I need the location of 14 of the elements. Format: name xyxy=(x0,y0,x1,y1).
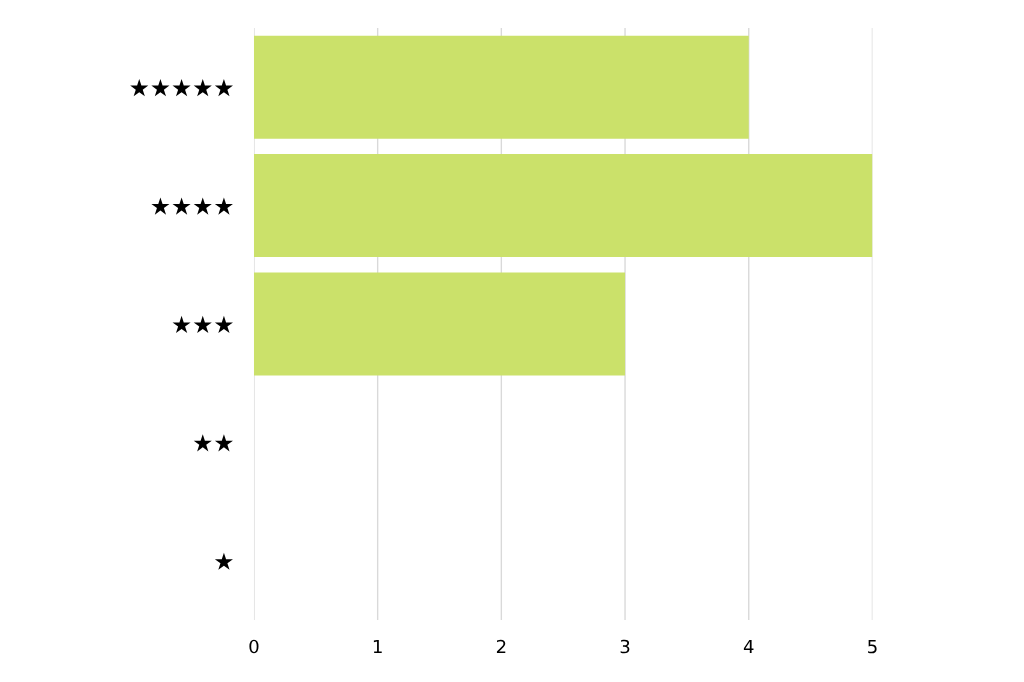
bar xyxy=(253,272,626,376)
y-tick-label: ★★★ xyxy=(172,315,233,334)
y-tick-label: ★★★★★ xyxy=(130,79,233,97)
y-tick-label: ★ xyxy=(214,552,233,570)
bar xyxy=(253,35,749,139)
bar xyxy=(253,154,873,258)
x-tick-label: 5 xyxy=(868,639,877,654)
x-tick-label: 1 xyxy=(373,639,382,654)
x-tick-label: 3 xyxy=(620,639,630,654)
x-tick-label: 0 xyxy=(249,639,259,654)
x-tick-label: 4 xyxy=(743,639,754,654)
y-tick-label: ★★ xyxy=(193,434,233,452)
y-tick-label: ★★★★ xyxy=(151,197,233,215)
x-tick-label: 2 xyxy=(496,639,506,654)
